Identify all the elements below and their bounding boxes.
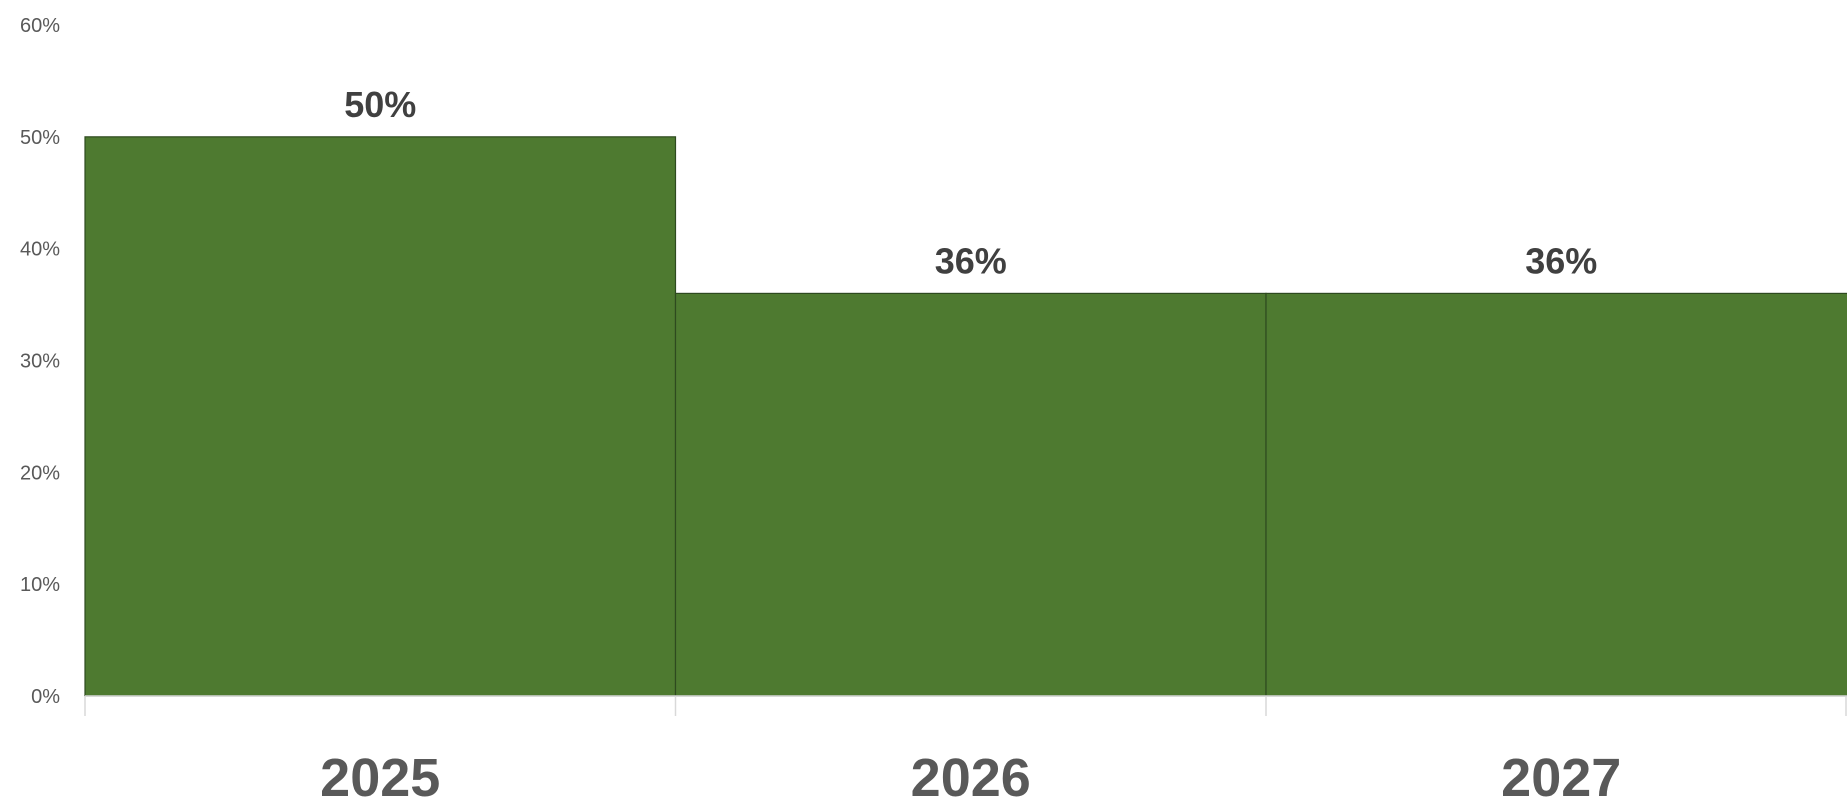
data-labels: 50% 36% 36% (344, 84, 1597, 282)
data-label: 50% (344, 84, 416, 125)
y-tick-label: 20% (20, 462, 60, 484)
y-tick-label: 50% (20, 127, 60, 149)
x-tick-label: 2026 (911, 748, 1031, 801)
y-axis-tick-labels: 0% 10% 20% 30% 40% 50% 60% (20, 15, 60, 708)
y-tick-label: 0% (31, 686, 60, 708)
x-tick-label: 2027 (1501, 748, 1621, 801)
x-axis (84, 695, 1847, 716)
y-tick-label: 40% (20, 239, 60, 261)
y-tick-label: 10% (20, 574, 60, 596)
y-tick-label: 30% (20, 351, 60, 373)
x-tick-label: 2025 (320, 748, 440, 801)
y-tick-label: 60% (20, 15, 60, 37)
bar-2025 (84, 136, 677, 697)
x-axis-tick-labels: 2025 2026 2027 (320, 748, 1621, 801)
data-label: 36% (1525, 240, 1597, 281)
bar-series (84, 136, 1847, 697)
bar-2027 (1265, 292, 1847, 697)
bar-2026 (674, 292, 1267, 697)
data-label: 36% (935, 240, 1007, 281)
